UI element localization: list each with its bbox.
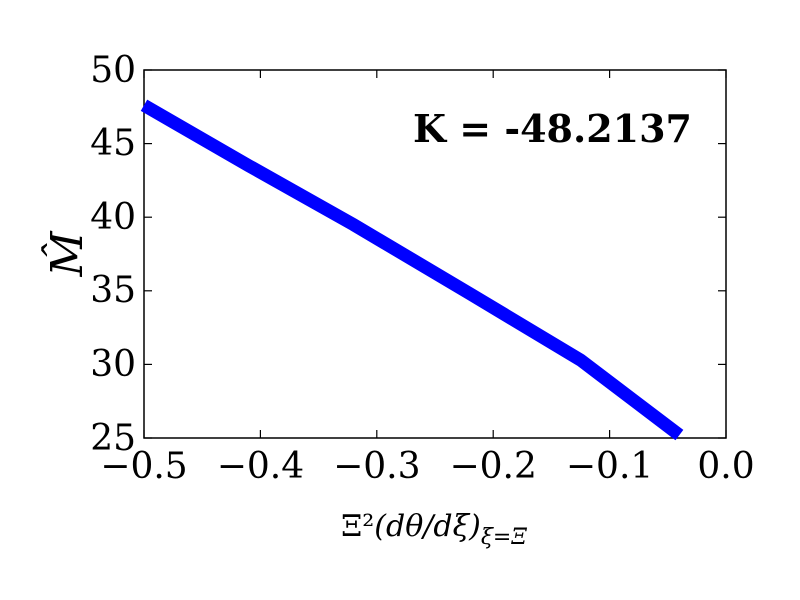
x-axis-label-derivative: (dθ/dξ) xyxy=(374,509,481,544)
tick-marks xyxy=(143,69,727,439)
x-axis: −0.5 −0.4 −0.3 −0.2 −0.1 0.0 xyxy=(100,446,754,487)
x-axis-label: Ξ²(dθ/dξ)ξ=Ξ xyxy=(341,509,527,550)
series-layer xyxy=(140,99,684,441)
series-line-0 xyxy=(140,99,684,441)
plot-area xyxy=(143,69,727,439)
y-tick-label: 35 xyxy=(90,270,136,311)
annotation-k: K = -48.2137 xyxy=(413,106,692,151)
y-tick-label: 45 xyxy=(90,123,136,164)
y-axis: 25 30 35 40 45 50 xyxy=(90,50,136,459)
x-axis-label-subscript: ξ=Ξ xyxy=(481,525,528,550)
x-tick-label: −0.2 xyxy=(449,446,536,487)
y-tick-label: 40 xyxy=(90,197,136,238)
y-tick-label: 25 xyxy=(90,418,136,459)
x-tick-label: −0.1 xyxy=(566,446,653,487)
y-tick-label: 30 xyxy=(90,344,136,385)
y-axis-label: M̂ xyxy=(40,231,93,278)
x-tick-label: −0.4 xyxy=(217,446,304,487)
y-tick-label: 50 xyxy=(90,50,136,91)
x-tick-label: −0.3 xyxy=(333,446,420,487)
x-axis-label-xi-squared: Ξ² xyxy=(341,509,374,544)
x-tick-label: 0.0 xyxy=(697,446,754,487)
x-tick-label: −0.5 xyxy=(100,446,187,487)
